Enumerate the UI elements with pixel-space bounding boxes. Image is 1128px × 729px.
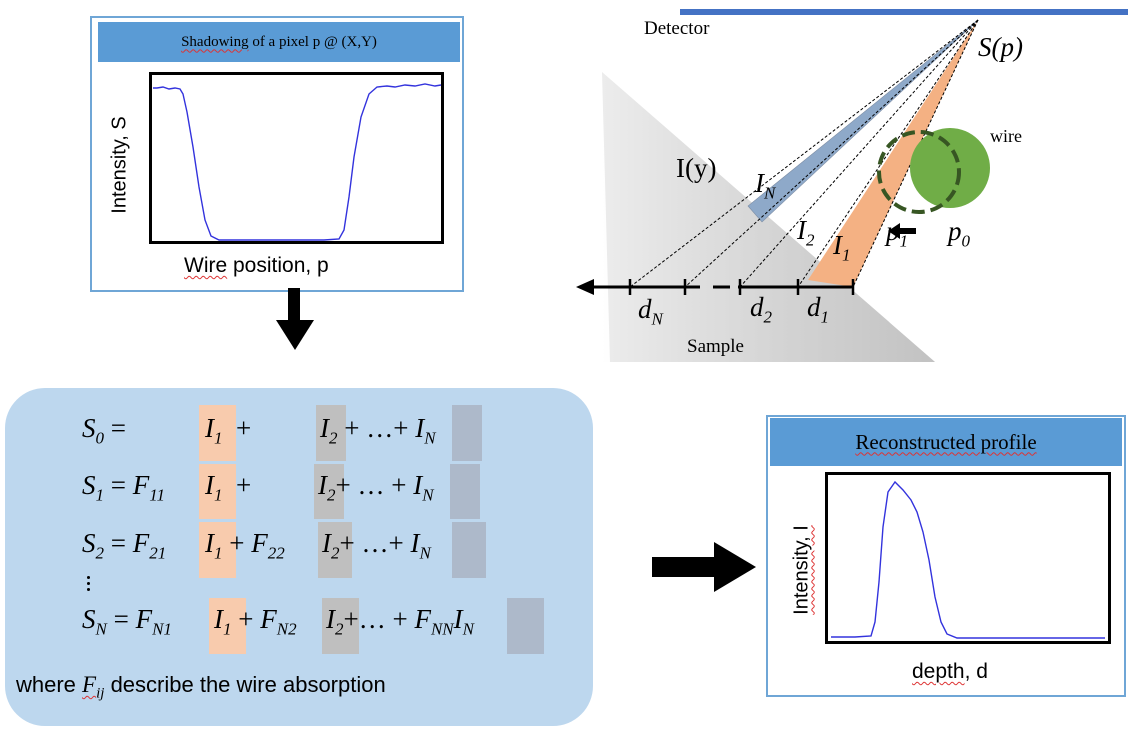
depth-label-n: dN: [638, 294, 663, 329]
shadowing-curve: [153, 83, 442, 241]
equation-line-3: S2 = F21: [82, 528, 167, 563]
beam-label-n: IN: [755, 168, 776, 203]
highlight-i1-row3: [199, 522, 236, 578]
down-arrow: [276, 288, 314, 350]
eq4-i1: I1 + FN2: [214, 604, 297, 639]
wire-label: wire: [990, 126, 1022, 146]
highlight-in-row2: [450, 464, 480, 519]
highlight-i2-row3: [318, 522, 352, 578]
shadowing-title-text: Shadowing of a pixel p @ (X,Y): [181, 33, 377, 50]
equation-note: where Fij describe the wire absorption: [16, 672, 386, 702]
eq2-i1: I1 +: [205, 470, 252, 505]
equation-panel: [5, 388, 593, 726]
beam-label-1: I1: [833, 230, 851, 265]
highlight-in-row1: [452, 405, 482, 461]
eq1-i1: I1 +: [205, 413, 252, 448]
position-label-p0: p0: [948, 216, 970, 251]
profile-title-text: Reconstructed profile: [855, 429, 1037, 454]
shadowing-xlabel-text: Wire position, p: [184, 254, 329, 277]
profile-xlabel: depth, d: [912, 660, 988, 684]
wire-previous-circle: [877, 130, 961, 214]
shadowing-ylabel: Intensity, S: [108, 116, 131, 214]
highlight-i1-col: [199, 405, 236, 461]
shadowing-curve-svg: [153, 83, 442, 241]
source-label: S(p): [978, 32, 1023, 62]
beam-label-2: I2: [797, 215, 815, 250]
highlight-i2-row4: [322, 598, 359, 654]
wire-circle: [910, 128, 990, 208]
profile-ylabel: Intensity, I: [790, 525, 813, 615]
profile-plot-frame: [825, 472, 1111, 644]
vertical-ellipsis: [87, 576, 91, 591]
sample-label: Sample: [687, 336, 744, 357]
detector-label: Detector: [644, 18, 710, 39]
profile-panel-title: Reconstructed profile: [770, 418, 1122, 466]
equation-line-1: S0 =: [82, 413, 126, 448]
highlight-i1-row2: [199, 464, 236, 519]
eq1-rest: I2 + …+ IN: [320, 413, 436, 448]
highlight-i2-row2: [314, 464, 344, 519]
equation-line-2: S1 = F11: [82, 470, 165, 505]
shadowing-xlabel: Wire position, p: [184, 254, 329, 278]
eq3-rest: I2+ …+ IN: [322, 528, 431, 563]
beam-1: [808, 20, 978, 287]
equation-line-4: SN = FN1: [82, 604, 172, 639]
depth-label-1: d1: [807, 292, 829, 327]
profile-curve-svg: [831, 480, 1105, 639]
profile-curve: [831, 480, 1105, 639]
position-label-p1: p1: [886, 216, 908, 251]
right-arrow: [652, 542, 756, 592]
detector-bar: [680, 9, 1128, 15]
eq2-rest: I2+ … + IN: [318, 470, 434, 505]
shadowing-panel-title: Shadowing of a pixel p @ (X,Y): [98, 22, 460, 62]
eq4-rest: I2+… + FNNIN: [326, 604, 474, 639]
beam-n: [747, 19, 979, 223]
highlight-in-row4: [507, 598, 544, 654]
highlight-in-row3: [452, 522, 486, 578]
shadowing-ylabel-box: Intensity, S: [100, 110, 140, 220]
intensity-label: I(y): [676, 153, 717, 183]
profile-xlabel-text: depth, d: [912, 660, 988, 683]
geometry-diagram: [576, 9, 1128, 362]
depth-label-2: d2: [750, 292, 772, 327]
highlight-i1-row4: [209, 598, 246, 654]
shadowing-plot-frame: [149, 72, 444, 244]
highlight-i2-row1: [316, 405, 346, 461]
profile-ylabel-box: Intensity, I: [782, 500, 822, 640]
eq3-i1: I1 + F22: [205, 528, 285, 563]
